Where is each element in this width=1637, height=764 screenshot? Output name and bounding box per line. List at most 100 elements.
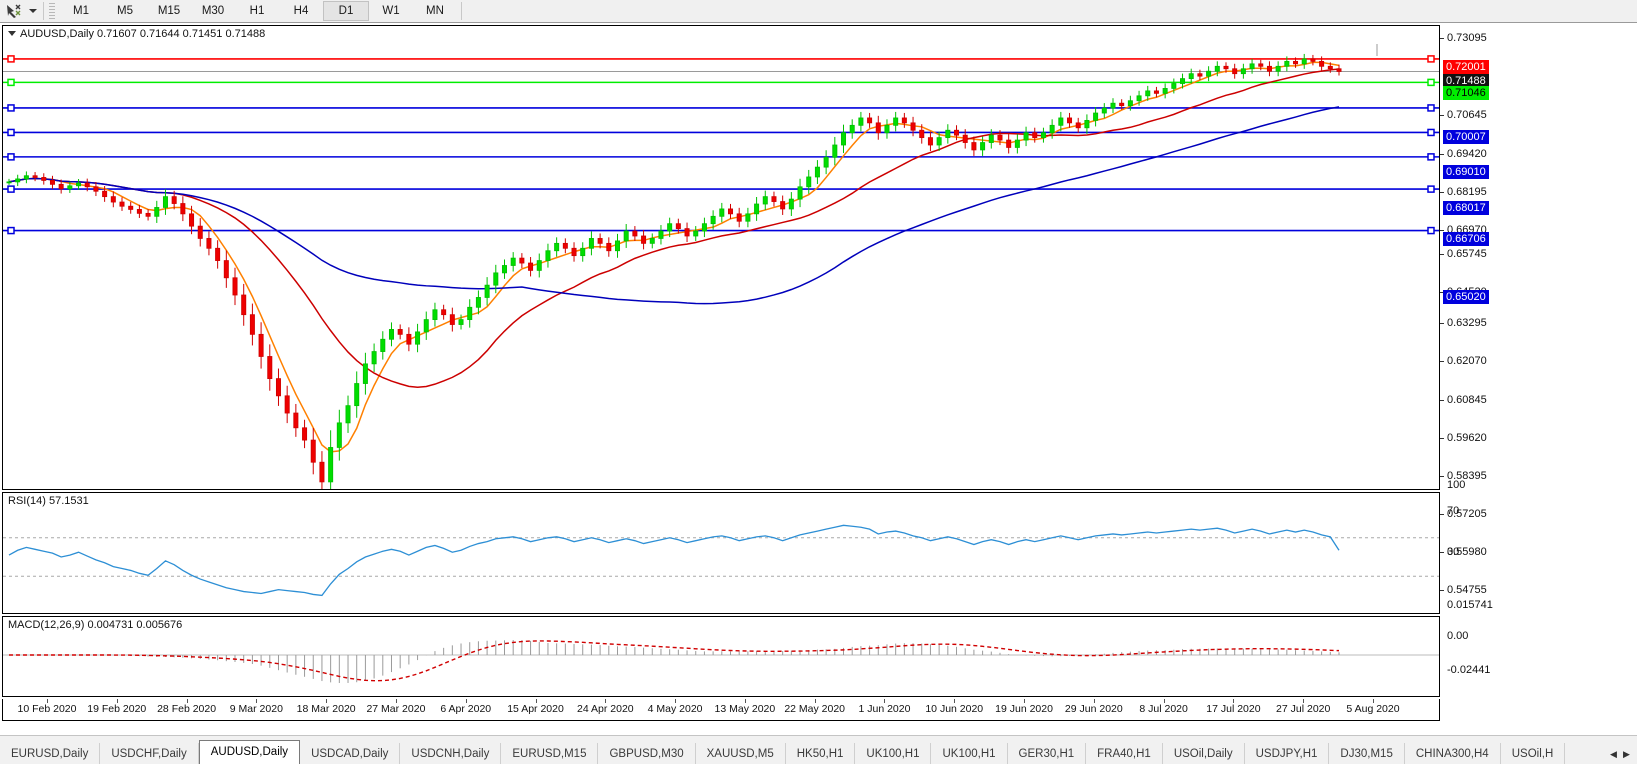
- date-axis[interactable]: 10 Feb 2020 19 Feb 2020 28 Feb 2020 9 Mar 2…: [2, 699, 1440, 721]
- collapse-triangle-icon[interactable]: [8, 31, 16, 36]
- top-toolbar: M1 M5 M15 M30 H1 H4 D1 W1 MN: [0, 0, 1637, 23]
- price-level-badge[interactable]: 0.72001: [1443, 60, 1489, 74]
- chart-tab-bar: EURUSD,Daily USDCHF,Daily AUDUSD,Daily USDC…: [0, 735, 1637, 764]
- price-tick-label: 0.62070: [1447, 355, 1487, 367]
- chart-tab-active[interactable]: AUDUSD,Daily: [198, 740, 301, 764]
- date-tick-mark: [1233, 699, 1235, 703]
- date-axis-label: 24 Apr 2020: [576, 703, 634, 715]
- timeframe-w1[interactable]: W1: [382, 5, 400, 17]
- level-drag-handle[interactable]: [1427, 78, 1435, 87]
- date-tick-mark: [1024, 699, 1026, 703]
- candlestick-series: [6, 53, 1342, 489]
- date-axis-label: 6 Apr 2020: [440, 703, 492, 715]
- price-level-badge[interactable]: 0.71488: [1443, 74, 1489, 88]
- level-drag-handle[interactable]: [7, 226, 15, 235]
- chevron-left-icon[interactable]: ◀: [1610, 748, 1617, 759]
- tick-mark: [1440, 230, 1444, 231]
- rsi-indicator-pane[interactable]: RSI(14) 57.1531: [2, 492, 1440, 614]
- chart-tab[interactable]: USDCAD,Daily: [300, 743, 401, 764]
- level-drag-handle[interactable]: [7, 78, 15, 87]
- chevron-down-icon[interactable]: [26, 1, 40, 21]
- chart-tab[interactable]: USDJPY,H1: [1245, 743, 1330, 764]
- chart-tab[interactable]: CHINA300,H4: [1405, 743, 1501, 764]
- tick-mark: [1440, 552, 1444, 553]
- level-drag-handle[interactable]: [1427, 104, 1435, 112]
- date-tick-mark: [954, 699, 956, 703]
- price-level-badge[interactable]: 0.65020: [1443, 290, 1489, 304]
- level-drag-handle[interactable]: [7, 104, 15, 112]
- chart-tab[interactable]: EURUSD,Daily: [0, 743, 101, 764]
- price-tick-label: 0.69420: [1447, 148, 1487, 160]
- chart-tab[interactable]: HK50,H1: [786, 743, 856, 764]
- level-drag-handle[interactable]: [1427, 128, 1435, 137]
- price-chart-pane[interactable]: AUDUSD,Daily 0.71607 0.71644 0.71451 0.7…: [2, 25, 1440, 490]
- price-level-badge[interactable]: 0.66706: [1443, 232, 1489, 246]
- chart-tab[interactable]: USOil,Daily: [1163, 743, 1245, 764]
- timeframe-m1[interactable]: M1: [73, 5, 89, 17]
- price-level-badge[interactable]: 0.68017: [1443, 201, 1489, 215]
- macd-signal-line: [9, 640, 1340, 682]
- date-axis-label: 27 Mar 2020: [366, 703, 426, 715]
- price-chart-canvas: [3, 44, 1439, 489]
- date-tick-mark: [256, 699, 258, 703]
- date-axis-label: 8 Jul 2020: [1139, 703, 1188, 715]
- timeframe-d1[interactable]: D1: [323, 1, 369, 21]
- level-drag-handle[interactable]: [7, 185, 15, 193]
- timeframe-m15[interactable]: M15: [157, 5, 181, 17]
- chart-tab[interactable]: USDCNH,Daily: [400, 743, 502, 764]
- level-drag-handle[interactable]: [1427, 185, 1435, 193]
- rsi-level-label: 100: [1447, 479, 1466, 491]
- timeframe-mn[interactable]: MN: [426, 5, 444, 17]
- price-tick-label: 0.68195: [1447, 186, 1487, 198]
- chart-area: AUDUSD,Daily 0.71607 0.71644 0.71451 0.7…: [0, 22, 1637, 735]
- chart-tab[interactable]: DJ30,M15: [1329, 743, 1405, 764]
- chart-tab[interactable]: USDCHF,Daily: [100, 743, 199, 764]
- chart-tab[interactable]: GER30,H1: [1008, 743, 1087, 764]
- price-tick-label: 0.58395: [1447, 470, 1487, 482]
- level-drag-handle[interactable]: [7, 128, 15, 137]
- chart-tab[interactable]: XAUUSD,M5: [696, 743, 786, 764]
- level-drag-handle[interactable]: [7, 55, 15, 63]
- chart-tab[interactable]: UK100,H1: [931, 743, 1008, 764]
- date-tick-mark: [186, 699, 188, 703]
- date-axis-label: 22 May 2020: [784, 703, 846, 715]
- price-scale[interactable]: 0.73095 0.70645 0.69420 0.68195 0.66970 0.657…: [1440, 24, 1637, 596]
- timeframe-h4[interactable]: H4: [293, 5, 309, 17]
- chart-tab[interactable]: FRA40,H1: [1086, 743, 1163, 764]
- chart-tab[interactable]: EURUSD,M15: [501, 743, 599, 764]
- level-drag-handle[interactable]: [1427, 55, 1435, 63]
- level-drag-handle[interactable]: [1427, 153, 1435, 161]
- tick-mark: [1440, 154, 1444, 155]
- price-level-badge[interactable]: 0.69010: [1443, 165, 1489, 179]
- date-tick-mark: [116, 699, 118, 703]
- date-axis-label: 19 Feb 2020: [87, 703, 147, 715]
- tick-mark: [1440, 361, 1444, 362]
- macd-level-label: -0.02441: [1447, 664, 1491, 676]
- date-axis-label: 18 Mar 2020: [296, 703, 356, 715]
- date-tick-mark: [814, 699, 816, 703]
- rsi-level-label: 30: [1447, 546, 1460, 558]
- macd-indicator-pane[interactable]: MACD(12,26,9) 0.004731 0.005676: [2, 616, 1440, 697]
- timeframe-h1[interactable]: H1: [249, 5, 265, 17]
- date-axis-label: 28 Feb 2020: [157, 703, 217, 715]
- chart-tab[interactable]: USOil,H: [1501, 743, 1566, 764]
- crosshair-cursor-icon[interactable]: [0, 1, 26, 21]
- chart-tab[interactable]: GBPUSD,M30: [598, 743, 696, 764]
- price-level-badge[interactable]: 0.71046: [1443, 86, 1489, 100]
- date-axis-label: 1 Jun 2020: [858, 703, 911, 715]
- date-axis-label: 5 Aug 2020: [1346, 703, 1400, 715]
- level-drag-handle[interactable]: [1427, 226, 1435, 235]
- timeframe-m5[interactable]: M5: [117, 5, 133, 17]
- tick-mark: [1440, 38, 1444, 39]
- price-level-badge[interactable]: 0.70007: [1443, 130, 1489, 144]
- tick-mark: [1440, 400, 1444, 401]
- timeframe-m30[interactable]: M30: [201, 5, 225, 17]
- level-drag-handle[interactable]: [7, 153, 15, 161]
- chart-tab[interactable]: UK100,H1: [855, 743, 932, 764]
- date-axis-label: 15 Apr 2020: [507, 703, 564, 715]
- price-tick-label: 0.60845: [1447, 394, 1487, 406]
- chevron-right-icon[interactable]: ▶: [1623, 748, 1630, 759]
- rsi-level-label: 70: [1447, 505, 1460, 517]
- toolbar-grip-handle[interactable]: [49, 3, 55, 19]
